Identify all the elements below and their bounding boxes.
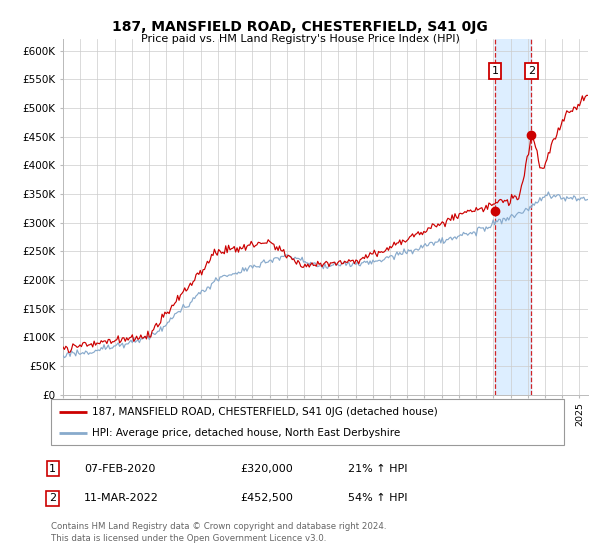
Text: 11-MAR-2022: 11-MAR-2022 (84, 493, 159, 503)
Text: 2: 2 (49, 493, 56, 503)
Text: This data is licensed under the Open Government Licence v3.0.: This data is licensed under the Open Gov… (51, 534, 326, 543)
Text: 1: 1 (491, 66, 499, 76)
Text: 21% ↑ HPI: 21% ↑ HPI (348, 464, 407, 474)
Text: Price paid vs. HM Land Registry's House Price Index (HPI): Price paid vs. HM Land Registry's House … (140, 34, 460, 44)
Text: 187, MANSFIELD ROAD, CHESTERFIELD, S41 0JG (detached house): 187, MANSFIELD ROAD, CHESTERFIELD, S41 0… (92, 407, 438, 417)
FancyBboxPatch shape (51, 399, 564, 445)
Text: Contains HM Land Registry data © Crown copyright and database right 2024.: Contains HM Land Registry data © Crown c… (51, 522, 386, 531)
Text: 2: 2 (527, 66, 535, 76)
Text: 54% ↑ HPI: 54% ↑ HPI (348, 493, 407, 503)
Text: £320,000: £320,000 (240, 464, 293, 474)
Text: 1: 1 (49, 464, 56, 474)
Text: 07-FEB-2020: 07-FEB-2020 (84, 464, 155, 474)
Text: HPI: Average price, detached house, North East Derbyshire: HPI: Average price, detached house, Nort… (92, 428, 400, 438)
Bar (495, 39, 531, 395)
Text: £452,500: £452,500 (240, 493, 293, 503)
Text: 187, MANSFIELD ROAD, CHESTERFIELD, S41 0JG: 187, MANSFIELD ROAD, CHESTERFIELD, S41 0… (112, 20, 488, 34)
